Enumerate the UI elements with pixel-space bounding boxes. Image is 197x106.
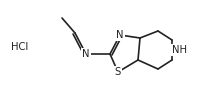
Text: NH: NH: [173, 45, 188, 55]
Text: N: N: [82, 49, 90, 59]
Text: HCl: HCl: [11, 42, 29, 52]
Text: S: S: [115, 67, 121, 77]
Text: N: N: [116, 30, 124, 40]
